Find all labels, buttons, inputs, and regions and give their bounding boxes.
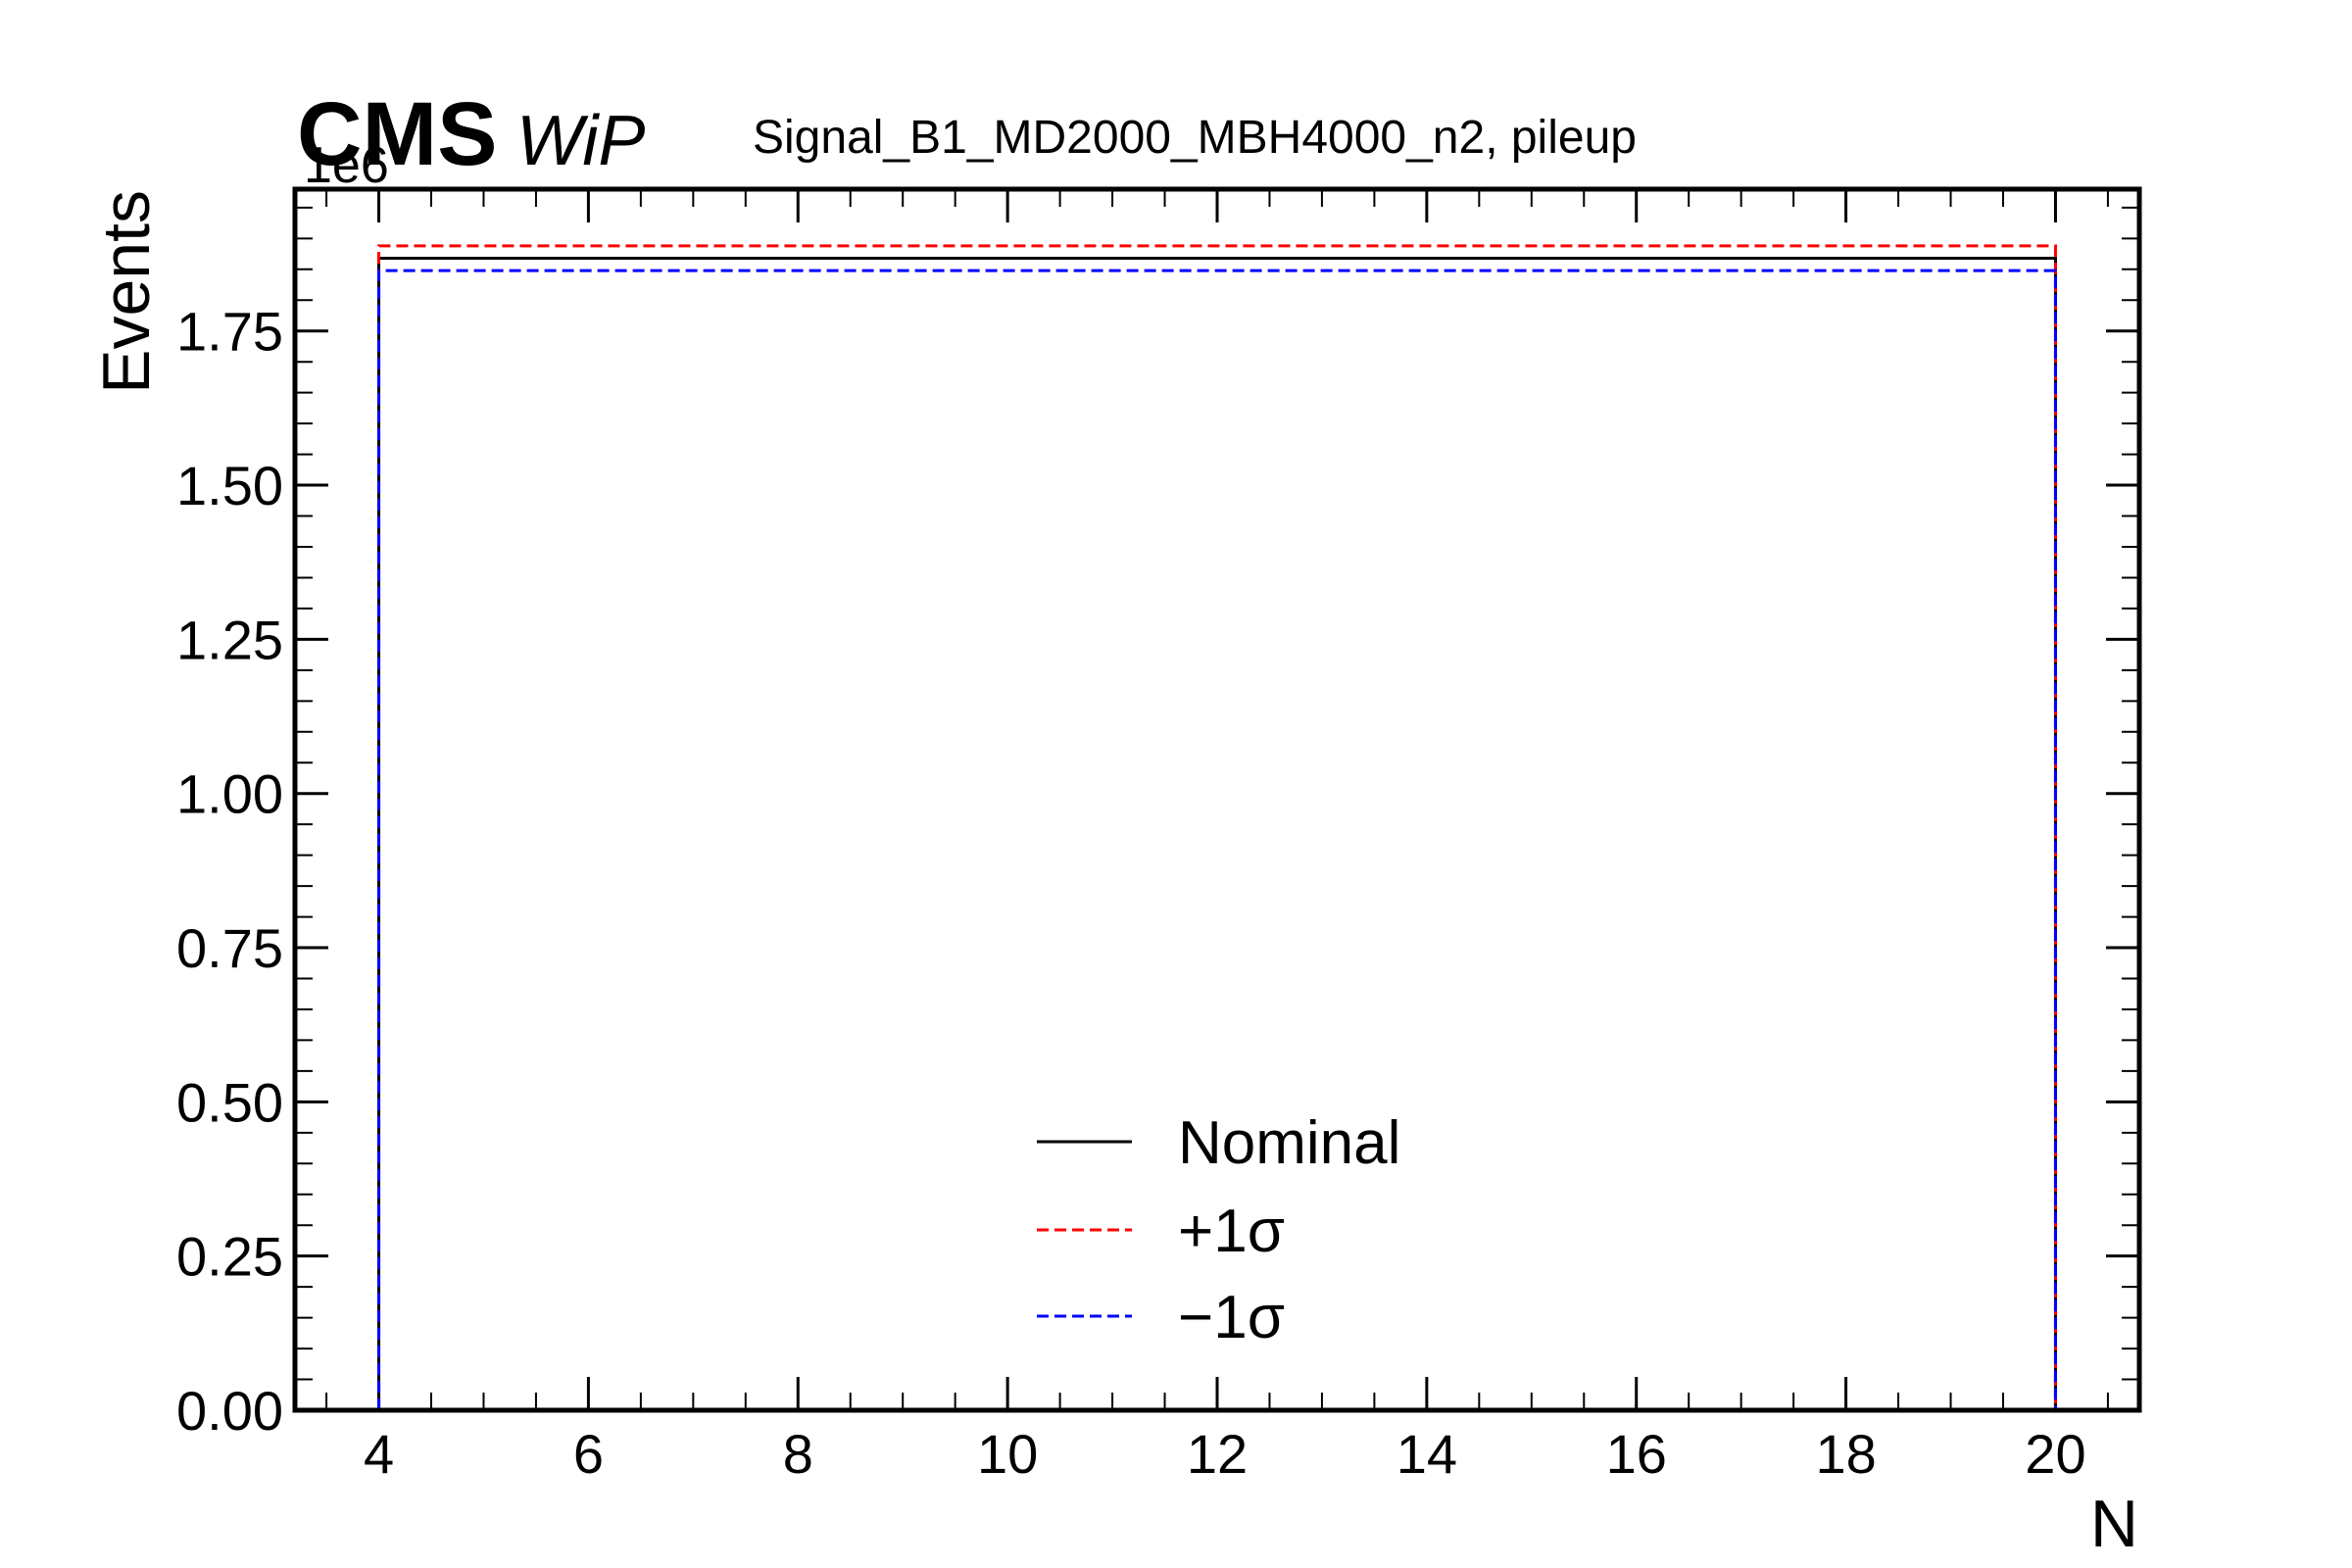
x-axis-title: N: [2090, 1487, 2138, 1561]
y-tick-label: 0.75: [176, 917, 283, 979]
y-tick-label: 0.50: [176, 1071, 283, 1133]
legend: Nominal +1σ −1σ: [1037, 1109, 1400, 1351]
x-tick-label: 12: [1187, 1423, 1248, 1485]
tick-labels: 4 6 8 10 12 14 16 18 20 0.00 0.25 0.50 0.75 1.00 1.25 1…: [176, 301, 2086, 1485]
x-tick-label: 20: [2025, 1423, 2085, 1485]
wip-label: WiP: [516, 102, 645, 180]
x-tick-label: 6: [573, 1423, 604, 1485]
x-tick-label: 14: [1396, 1423, 1457, 1485]
legend-label-nominal: Nominal: [1178, 1109, 1400, 1177]
y-scale-label: 1e6: [304, 137, 389, 194]
legend-label-minus-1-sigma: −1σ: [1178, 1284, 1285, 1351]
x-tick-label: 10: [977, 1423, 1038, 1485]
series-line-2: [377, 269, 2057, 1410]
y-tick-label: 0.00: [176, 1380, 283, 1442]
y-axis-title: Events: [89, 190, 164, 394]
y-tick-label: 0.25: [176, 1226, 283, 1288]
series-lines: [377, 244, 2057, 1410]
y-tick-label: 1.25: [176, 609, 283, 670]
y-tick-label: 1.50: [176, 455, 283, 516]
plot-title: Signal_B1_MD2000_MBH4000_n2, pileup: [753, 112, 1637, 164]
x-tick-label: 18: [1815, 1423, 1876, 1485]
plot-frame: [292, 186, 2142, 1413]
cms-label: CMS: [297, 84, 497, 184]
x-tick-label: 8: [783, 1423, 813, 1485]
legend-label-plus-1-sigma: +1σ: [1178, 1198, 1285, 1265]
x-tick-label: 16: [1606, 1423, 1667, 1485]
x-tick-label: 4: [364, 1423, 394, 1485]
y-tick-label: 1.00: [176, 763, 283, 825]
y-tick-label: 1.75: [176, 301, 283, 363]
minor-ticks: [295, 189, 2139, 1410]
